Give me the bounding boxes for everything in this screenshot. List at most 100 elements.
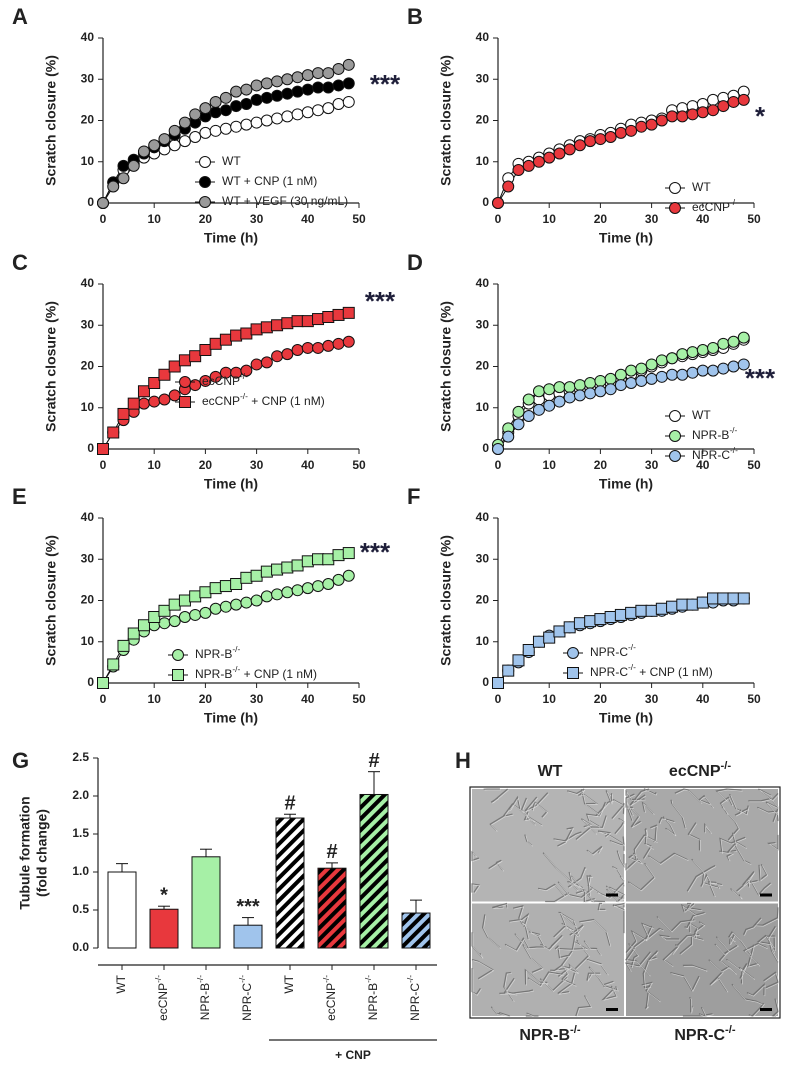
marker: [301, 341, 314, 354]
marker: [492, 677, 504, 689]
scale-bar: [606, 893, 618, 897]
legend-marker: [669, 450, 681, 462]
scale-bar: [760, 1008, 772, 1011]
bar-label: ***: [236, 896, 260, 918]
marker: [117, 407, 130, 420]
y-tick-label: 0: [87, 441, 94, 455]
panel-label: D: [407, 250, 423, 275]
x-axis-label: Time (h): [599, 476, 653, 492]
marker: [737, 331, 750, 344]
y-tick-label: 0: [482, 195, 489, 209]
marker: [250, 358, 263, 371]
marker: [230, 329, 243, 342]
image-label: NPR-C-/-: [674, 1024, 736, 1044]
marker: [291, 584, 304, 597]
marker: [168, 598, 181, 611]
marker: [342, 547, 355, 560]
marker: [584, 135, 597, 148]
marker: [137, 145, 150, 158]
marker: [148, 377, 161, 389]
y-tick-label: 10: [81, 154, 95, 168]
image-label: NPR-B-/-: [519, 1024, 581, 1044]
x-tick-label: 40: [696, 692, 710, 706]
marker: [635, 120, 648, 133]
marker: [312, 104, 325, 117]
marker: [635, 374, 648, 387]
marker: [707, 364, 720, 377]
y-tick-label: 20: [81, 113, 95, 127]
x-axis-label: Time (h): [599, 710, 653, 726]
marker: [322, 102, 335, 115]
marker: [696, 596, 709, 609]
y-tick-label: 20: [476, 113, 490, 127]
x-tick-label: ecCNP-/-: [321, 975, 338, 1021]
marker: [332, 62, 345, 75]
significance: ***: [365, 286, 396, 316]
marker: [107, 658, 120, 671]
marker: [594, 385, 607, 398]
marker: [584, 387, 597, 400]
marker: [332, 98, 345, 110]
marker: [563, 381, 576, 394]
marker: [322, 67, 335, 80]
y-tick-label: 30: [81, 71, 95, 85]
y-tick-label: 0: [87, 675, 94, 689]
marker: [614, 608, 627, 621]
marker: [271, 75, 284, 88]
legend-marker: [199, 156, 211, 168]
scale-bar: [606, 1008, 618, 1011]
marker: [584, 377, 597, 389]
x-tick-label: 30: [250, 458, 264, 472]
marker: [281, 73, 294, 86]
y-tick-label: 10: [476, 154, 490, 168]
y-tick-label: 10: [476, 400, 490, 414]
marker: [117, 172, 130, 185]
legend-label: WT: [692, 180, 711, 194]
y-tick-label: 40: [81, 510, 95, 524]
marker: [737, 358, 750, 371]
y-tick-label: 0.0: [72, 940, 89, 954]
marker: [666, 600, 679, 613]
y-tick-label: 30: [81, 551, 95, 565]
legend-marker: [669, 182, 681, 194]
marker: [260, 114, 273, 127]
y-tick-label: 0.5: [72, 902, 89, 916]
marker: [178, 116, 191, 129]
marker: [178, 354, 191, 367]
x-tick-label: 0: [100, 458, 107, 472]
y-tick-label: 0: [482, 675, 489, 689]
marker: [676, 598, 689, 611]
marker: [696, 364, 709, 377]
y-tick-label: 40: [476, 276, 490, 290]
marker: [707, 341, 720, 354]
legend-label: NPR-B-/- + CNP (1 nM): [195, 664, 317, 681]
marker: [645, 358, 658, 371]
marker: [553, 395, 566, 408]
x-tick-label: NPR-C-/-: [405, 975, 422, 1021]
x-tick-label: 30: [250, 692, 264, 706]
marker: [512, 654, 525, 667]
x-tick-label: 10: [543, 692, 557, 706]
x-tick-label: 30: [645, 212, 659, 226]
y-tick-label: 10: [81, 634, 95, 648]
marker: [594, 613, 607, 626]
y-tick-label: 30: [476, 551, 490, 565]
marker: [209, 106, 222, 119]
y-axis-label: Scratch closure (%): [43, 535, 59, 666]
marker: [666, 110, 679, 123]
marker: [522, 393, 535, 406]
marker: [250, 93, 263, 106]
marker: [189, 590, 202, 603]
marker: [737, 93, 750, 106]
x-tick-label: 50: [747, 458, 761, 472]
marker: [312, 313, 325, 326]
marker: [522, 159, 535, 172]
marker: [532, 385, 545, 398]
bar: [149, 908, 179, 949]
micrograph: [472, 903, 624, 1016]
marker: [281, 561, 294, 574]
marker: [342, 58, 355, 71]
marker: [291, 108, 304, 121]
y-tick-label: 30: [476, 71, 490, 85]
